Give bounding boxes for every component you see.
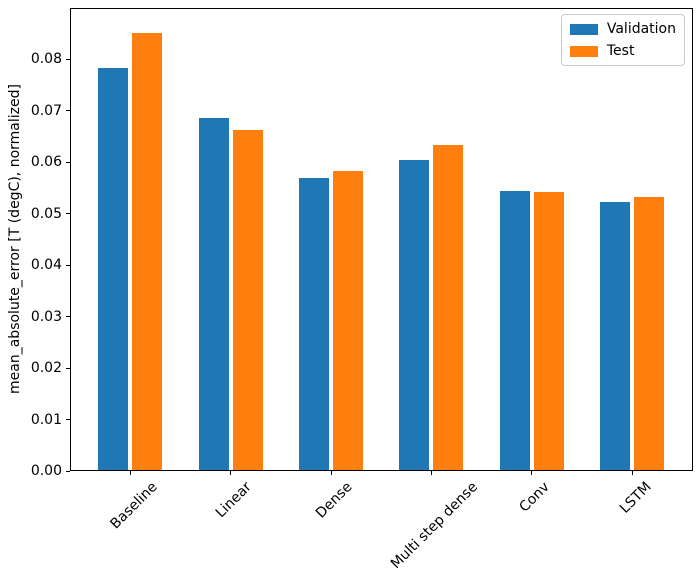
y-tick-label-0.05: 0.05 [30, 205, 62, 222]
y-tick-label-0.07: 0.07 [30, 102, 62, 119]
x-tick-label-dense: Dense [312, 479, 356, 522]
y-tick-label-0.01: 0.01 [30, 411, 62, 428]
x-tick-mark [531, 471, 533, 475]
bar-validation-linear [198, 118, 229, 470]
bar-test-multi-step-dense [433, 145, 464, 470]
y-tick-label-0.03: 0.03 [30, 308, 62, 325]
plot-area: Validation Test [70, 8, 693, 471]
legend: Validation Test [560, 14, 685, 66]
y-tick-label-0.02: 0.02 [30, 360, 62, 377]
x-tick-label-conv: Conv [516, 479, 553, 516]
bar-validation-lstm [600, 202, 631, 470]
y-tick-mark [66, 367, 70, 369]
x-tick-mark [631, 471, 633, 475]
x-tick-mark [330, 471, 332, 475]
legend-swatch-validation [569, 23, 598, 35]
x-tick-label-linear: Linear [212, 479, 255, 522]
x-tick-mark [129, 471, 131, 475]
legend-label-test: Test [606, 43, 635, 59]
bar-test-baseline [132, 32, 163, 470]
x-tick-label-baseline: Baseline [106, 479, 161, 533]
y-tick-label-0.04: 0.04 [30, 257, 62, 274]
y-tick-mark [66, 161, 70, 163]
y-tick-mark [66, 213, 70, 215]
legend-label-validation: Validation [606, 21, 676, 37]
bar-test-lstm [634, 197, 665, 470]
bar-test-linear [232, 129, 263, 470]
x-tick-mark [430, 471, 432, 475]
y-tick-mark [66, 419, 70, 421]
bar-validation-dense [299, 178, 330, 470]
legend-entry-validation: Validation [569, 21, 676, 37]
bar-test-conv [533, 192, 564, 470]
bar-validation-multi-step-dense [399, 159, 430, 470]
bar-validation-conv [499, 191, 530, 470]
legend-entry-test: Test [569, 43, 676, 59]
x-tick-mark [230, 471, 232, 475]
y-tick-label-0.08: 0.08 [30, 51, 62, 68]
legend-swatch-test [569, 45, 598, 57]
y-tick-label-0.06: 0.06 [30, 154, 62, 171]
y-tick-label-0.00: 0.00 [30, 463, 62, 479]
y-tick-mark [66, 58, 70, 60]
y-tick-mark [66, 264, 70, 266]
y-tick-mark [66, 470, 70, 472]
x-tick-label-lstm: LSTM [616, 479, 655, 517]
x-tick-label-multi-step-dense: Multi step dense [387, 479, 481, 573]
y-axis-label: mean_absolute_error [T (degC), normalize… [7, 84, 23, 394]
y-tick-mark [66, 316, 70, 318]
y-tick-mark [66, 110, 70, 112]
bar-test-dense [333, 171, 364, 470]
bar-validation-baseline [98, 67, 129, 470]
